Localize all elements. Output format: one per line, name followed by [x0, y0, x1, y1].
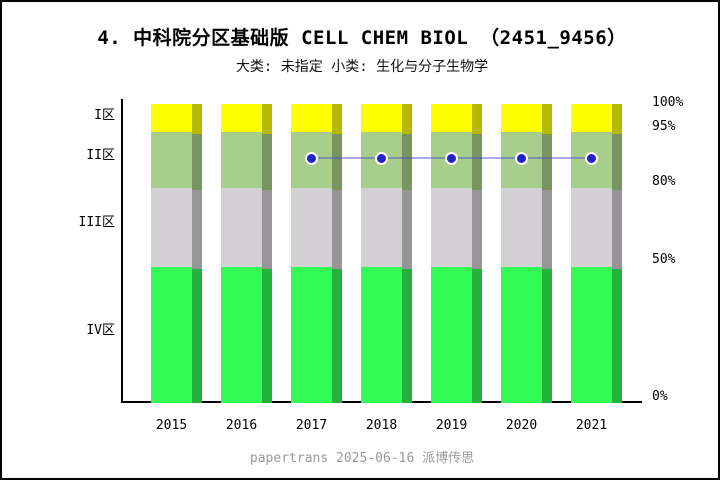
zone-segment-shadow-III区: [542, 190, 552, 269]
zone-segment-shadow-IV区: [262, 269, 272, 403]
footer-watermark: papertrans 2025-06-16 派博传思: [249, 451, 475, 466]
zone-segment-shadow-II区: [472, 134, 482, 190]
zone-segment-shadow-II区: [262, 134, 272, 190]
bar-shadow-column: [332, 104, 342, 403]
zone-segment-shadow-II区: [402, 134, 412, 190]
bar-shadow-column: [262, 104, 272, 403]
xtick-label-2015: 2015: [155, 418, 188, 433]
stacked-bar-2019: [431, 104, 482, 403]
zone-segment-shadow-III区: [612, 190, 622, 269]
zone-segment-I区: [571, 104, 612, 132]
xtick-label-2020: 2020: [505, 418, 538, 433]
xtick-label-2021: 2021: [575, 418, 608, 433]
zone-segment-shadow-IV区: [542, 269, 552, 403]
zone-segment-IV区: [501, 267, 542, 403]
zone-segment-shadow-I区: [192, 104, 202, 134]
zone-segment-shadow-IV区: [332, 269, 342, 403]
zone-segment-IV区: [571, 267, 612, 403]
zone-segment-III区: [361, 188, 402, 267]
zone-segment-shadow-IV区: [612, 269, 622, 403]
zone-segment-III区: [221, 188, 262, 267]
data-point-2019: [445, 151, 458, 165]
ytick-zone-label-II区: II区: [86, 148, 115, 163]
stacked-bar-2016: [221, 104, 272, 403]
zone-segment-III区: [291, 188, 332, 267]
xtick-label-2017: 2017: [295, 418, 328, 433]
zone-segment-III区: [501, 188, 542, 267]
zone-segment-shadow-I区: [612, 104, 622, 134]
zone-segment-II区: [151, 132, 192, 188]
zone-segment-I区: [291, 104, 332, 132]
ytick-percent-label-80pct: 80%: [652, 174, 676, 189]
zone-segment-IV区: [431, 267, 472, 403]
chart-subtitle: 大类: 未指定 小类: 生化与分子生物学: [235, 59, 489, 75]
zone-segment-shadow-II区: [612, 134, 622, 190]
zone-segment-shadow-III区: [192, 190, 202, 269]
xtick-label-2016: 2016: [225, 418, 258, 433]
zone-segment-I区: [431, 104, 472, 132]
zone-segment-shadow-II区: [192, 134, 202, 190]
ytick-percent-label-95pct: 95%: [652, 119, 676, 134]
zone-segment-shadow-IV区: [402, 269, 412, 403]
data-point-2020: [515, 151, 528, 165]
zone-segment-IV区: [291, 267, 332, 403]
zone-segment-shadow-III区: [472, 190, 482, 269]
data-point-2017: [305, 151, 318, 165]
zone-segment-shadow-III区: [262, 190, 272, 269]
chart-title: 4. 中科院分区基础版 CELL CHEM BIOL （2451_9456）: [97, 27, 627, 49]
zone-segment-shadow-I区: [402, 104, 412, 134]
zone-segment-shadow-II区: [542, 134, 552, 190]
stacked-bar-2020: [501, 104, 552, 403]
bar-shadow-column: [472, 104, 482, 403]
zone-segment-shadow-III区: [332, 190, 342, 269]
zone-segment-shadow-I区: [332, 104, 342, 134]
data-point-2018: [375, 151, 388, 165]
y-axis-line: [121, 99, 123, 403]
stacked-bar-2021: [571, 104, 622, 403]
ytick-zone-label-III区: III区: [78, 215, 115, 230]
zone-segment-I区: [151, 104, 192, 132]
stacked-bar-2017: [291, 104, 342, 403]
stacked-bar-2015: [151, 104, 202, 403]
zone-segment-IV区: [221, 267, 262, 403]
ytick-percent-label-100pct: 100%: [652, 95, 684, 110]
bar-shadow-column: [402, 104, 412, 403]
zone-segment-IV区: [361, 267, 402, 403]
data-point-2021: [585, 151, 598, 165]
stacked-bar-2018: [361, 104, 412, 403]
ytick-percent-label-50pct: 50%: [652, 252, 676, 267]
ytick-zone-label-IV区: IV区: [86, 323, 115, 338]
xtick-label-2018: 2018: [365, 418, 398, 433]
ytick-zone-label-I区: I区: [94, 108, 115, 123]
zone-segment-III区: [571, 188, 612, 267]
zone-segment-IV区: [151, 267, 192, 403]
zone-segment-I区: [221, 104, 262, 132]
zone-segment-shadow-I区: [472, 104, 482, 134]
bar-shadow-column: [542, 104, 552, 403]
zone-segment-shadow-I区: [262, 104, 272, 134]
zone-segment-shadow-IV区: [192, 269, 202, 403]
bar-shadow-column: [612, 104, 622, 403]
ytick-percent-label-0pct: 0%: [652, 389, 668, 404]
zone-segment-shadow-II区: [332, 134, 342, 190]
zone-segment-shadow-I区: [542, 104, 552, 134]
zone-segment-III区: [431, 188, 472, 267]
zone-segment-shadow-III区: [402, 190, 412, 269]
zone-segment-II区: [221, 132, 262, 188]
xtick-label-2019: 2019: [435, 418, 468, 433]
zone-segment-I区: [361, 104, 402, 132]
bar-shadow-column: [192, 104, 202, 403]
zone-segment-I区: [501, 104, 542, 132]
zone-segment-shadow-IV区: [472, 269, 482, 403]
zone-segment-III区: [151, 188, 192, 267]
